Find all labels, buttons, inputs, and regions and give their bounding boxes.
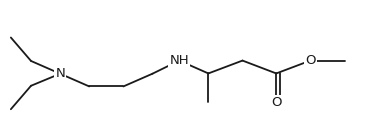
Text: O: O [271, 96, 282, 109]
Text: NH: NH [170, 54, 189, 67]
Text: N: N [55, 67, 65, 80]
Text: O: O [305, 54, 316, 67]
